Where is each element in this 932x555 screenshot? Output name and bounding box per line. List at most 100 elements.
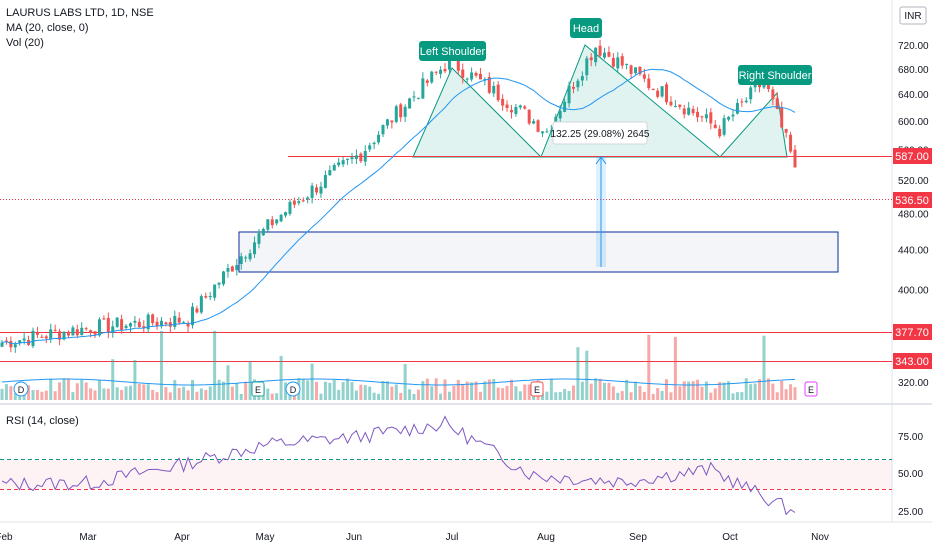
volume-bar [470, 382, 474, 400]
event-marker-text: E [534, 385, 540, 395]
currency-badge[interactable]: INR [899, 6, 927, 25]
candle-body [527, 110, 531, 124]
price-tick: 480.00 [898, 210, 929, 221]
volume-bar [182, 386, 186, 400]
candle-body [292, 200, 296, 205]
candle-body [341, 160, 345, 165]
candle-body [323, 175, 327, 188]
candle-body [642, 74, 646, 79]
volume-bar [647, 334, 651, 400]
volume-bar [71, 392, 75, 400]
volume-bar [527, 384, 531, 400]
candle-body [474, 72, 478, 76]
rsi-legend[interactable]: RSI (14, close) [6, 414, 79, 429]
event-marker[interactable]: D [13, 381, 29, 397]
resistance-value: 377.70 [895, 327, 929, 339]
candle-body [571, 86, 575, 89]
volume-bar [505, 385, 509, 400]
volume-bar [722, 382, 726, 400]
time-tick: Nov [811, 532, 829, 543]
candle-body [253, 242, 257, 255]
volume-bar [434, 378, 438, 400]
volume-bar [89, 388, 93, 400]
volume-bar [753, 383, 757, 400]
volume-bar [137, 383, 141, 400]
candle-body [696, 111, 700, 118]
candle-body [306, 197, 310, 200]
candle-body [430, 71, 434, 83]
candle-body [213, 284, 217, 298]
candle-body [598, 45, 602, 56]
consolidation-box [238, 231, 839, 273]
volume-bar [190, 379, 194, 400]
event-marker-text: D [18, 385, 25, 395]
volume-bar [199, 388, 203, 400]
volume-bar [239, 393, 243, 400]
candle-body [337, 162, 341, 166]
volume-bar [408, 389, 412, 400]
rsi-axis: 75.00 50.00 25.00 [898, 432, 923, 518]
candle-body [647, 78, 651, 89]
volume-bar [594, 378, 598, 400]
volume-bar [44, 390, 48, 400]
candle-body [678, 104, 682, 107]
volume-bar [4, 384, 8, 400]
candle-body [638, 66, 642, 75]
volume-bar [766, 378, 770, 400]
volume-bar [102, 388, 106, 400]
volume-bar [421, 381, 425, 400]
volume-bar [749, 384, 753, 400]
volume-bar [310, 363, 314, 400]
volume-bar [332, 379, 336, 400]
candle-body [740, 101, 744, 103]
volume-bar [337, 389, 341, 400]
volume-bar [115, 387, 119, 400]
left-shoulder-label: Left Shoulder [419, 41, 486, 61]
volume-bar [669, 392, 673, 400]
event-marker[interactable]: E [804, 381, 818, 397]
volume-bar [709, 392, 713, 400]
candle-body [284, 212, 288, 216]
rsi-band [0, 460, 892, 489]
volume-bar [452, 385, 456, 400]
volume-bar [784, 389, 788, 400]
volume-bar [390, 386, 394, 400]
volume-bar [780, 380, 784, 400]
symbol-title[interactable]: LAURUS LABS LTD, 1D, NSE [6, 7, 154, 19]
candle-body [634, 67, 638, 74]
volume-bar [518, 391, 522, 400]
candle-body [412, 96, 416, 98]
event-marker[interactable]: D [285, 381, 301, 397]
candle-body [408, 98, 412, 109]
event-marker[interactable]: E [251, 381, 265, 397]
candle-body [589, 57, 593, 61]
volume-bar [270, 393, 274, 400]
volume-bar [478, 391, 482, 400]
neckline-value: 587.00 [895, 151, 929, 163]
volume-bar [540, 393, 544, 400]
volume-bar [461, 383, 465, 400]
candle-body [744, 100, 748, 103]
ma-legend[interactable]: MA (20, close, 0) [6, 22, 89, 34]
candle-body [354, 155, 358, 159]
volume-bar [27, 385, 31, 400]
candle-body [279, 214, 283, 222]
candle-body [603, 52, 607, 58]
right-shoulder-text: Right Shoulder [739, 70, 812, 82]
candle-body [399, 104, 403, 118]
event-marker[interactable]: E [530, 381, 544, 397]
candle-body [142, 326, 146, 329]
event-marker-text: E [808, 385, 814, 395]
candle-body [270, 219, 274, 226]
volume-bar [789, 384, 793, 400]
volume-bar [377, 393, 381, 400]
volume-bar [696, 379, 700, 400]
volume-bar [284, 382, 288, 400]
candle-body [793, 149, 797, 168]
candle-body [687, 107, 691, 115]
vol-legend[interactable]: Vol (20) [6, 37, 44, 49]
candle-body [731, 114, 735, 117]
last-value: 536.50 [895, 195, 929, 207]
